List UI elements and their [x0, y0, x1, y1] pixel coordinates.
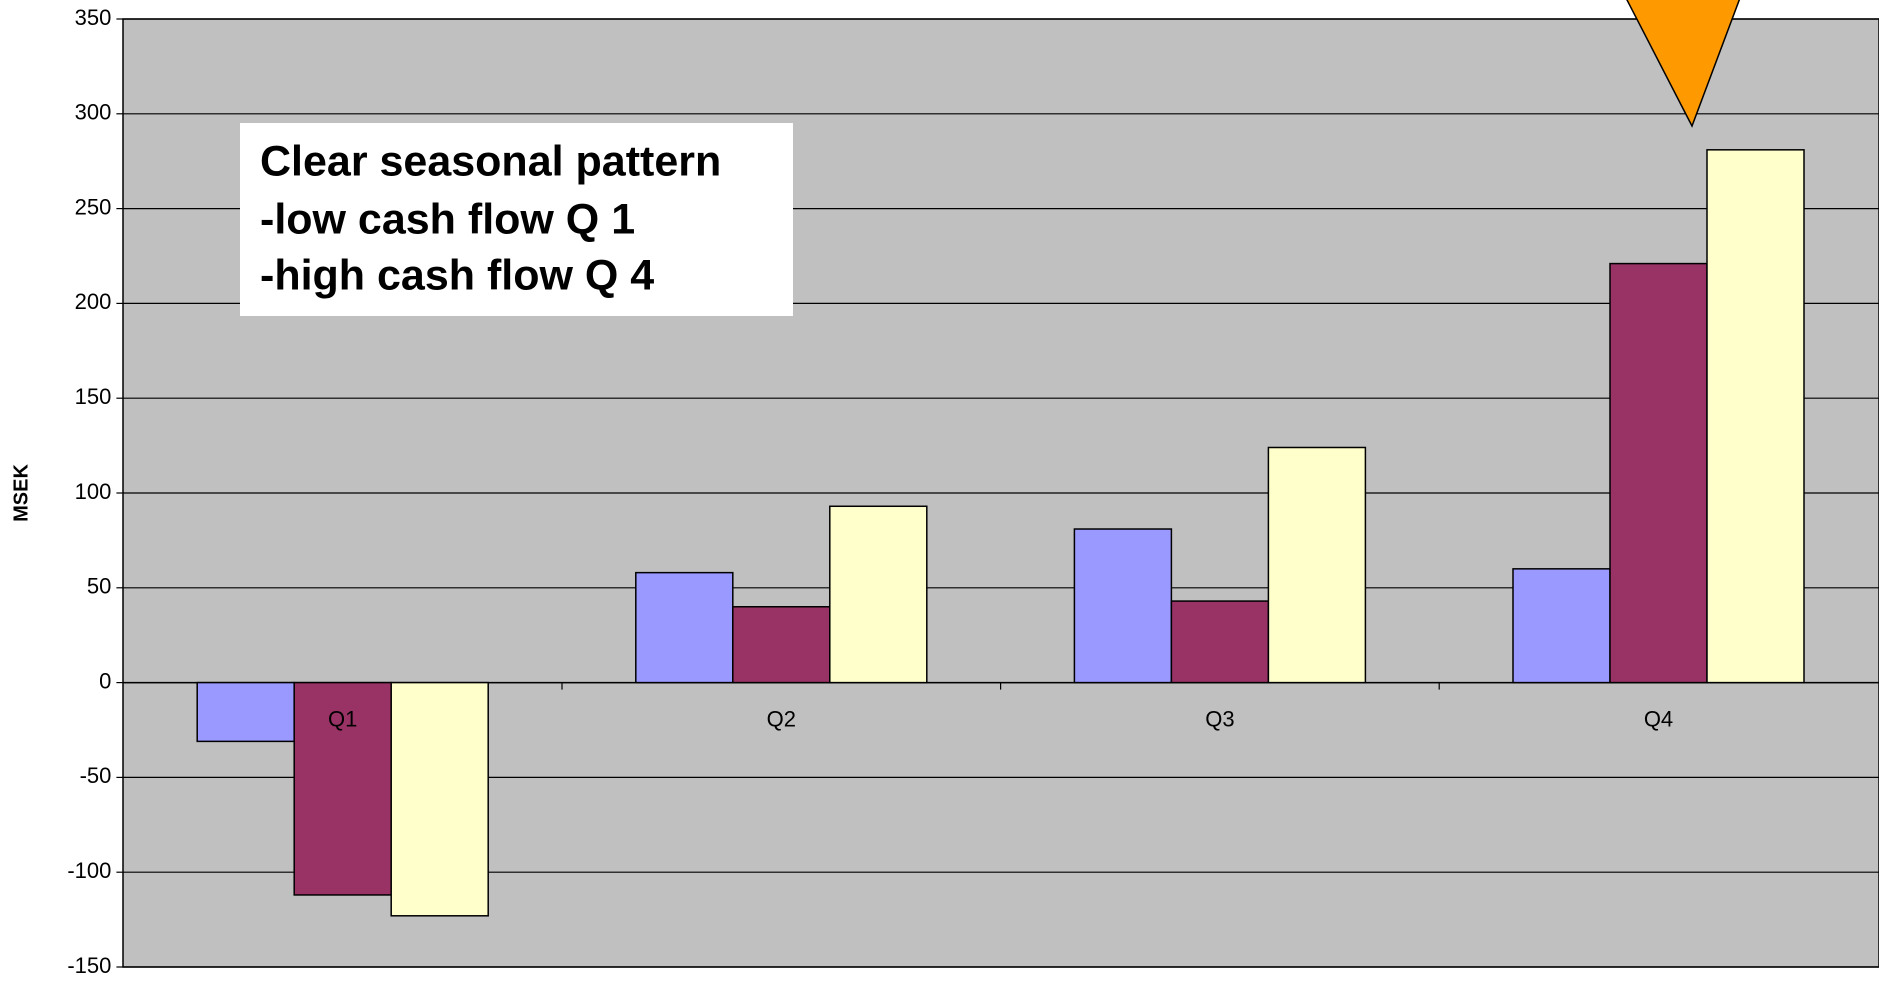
bar: [1073, 528, 1173, 684]
annotation-box: [240, 123, 793, 316]
bar: [635, 571, 734, 684]
y-tick-label: 250: [75, 194, 112, 219]
bar: [1706, 149, 1805, 684]
bar: [732, 606, 831, 684]
bar: [1512, 568, 1611, 684]
bar: [1170, 600, 1270, 684]
x-tick-label: Q1: [328, 706, 357, 731]
bar: [196, 681, 295, 743]
y-tick-label: 0: [99, 668, 111, 693]
bar: [1267, 446, 1367, 684]
y-tick-label: -150: [67, 953, 111, 978]
annotation-line: -high cash flow Q 4: [260, 251, 654, 299]
bar: [293, 681, 392, 896]
y-tick-label: -100: [67, 858, 111, 883]
annotation-line: -low cash flow Q 1: [260, 195, 635, 243]
y-tick-label: 200: [75, 289, 112, 314]
y-tick-label: 150: [75, 384, 112, 409]
x-tick-label: Q3: [1205, 706, 1234, 731]
bar: [390, 681, 489, 917]
arrow: [1626, 0, 1741, 128]
y-tick-label: 50: [87, 574, 111, 599]
x-tick-label: Q2: [767, 706, 796, 731]
y-tick-label: 300: [75, 100, 112, 125]
x-tick-label: Q4: [1644, 706, 1673, 731]
y-tick-label: -50: [80, 763, 112, 788]
y-axis-label: MSEK: [10, 464, 32, 522]
bar: [829, 505, 928, 684]
y-tick-label: 350: [75, 5, 112, 30]
annotation-line: Clear seasonal pattern: [260, 137, 721, 185]
y-tick-label: 100: [75, 479, 112, 504]
bar: [1609, 262, 1708, 684]
